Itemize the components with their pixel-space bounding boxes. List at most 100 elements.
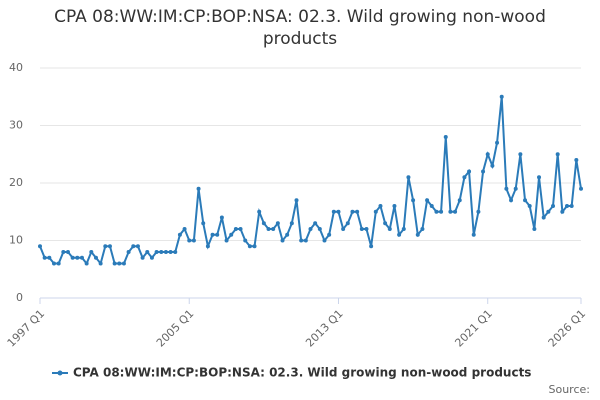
data-point [103,244,108,249]
data-point [387,227,392,231]
data-point [443,135,448,139]
data-point [289,221,294,226]
data-point [555,152,560,157]
data-point [75,255,80,260]
data-point [364,227,369,231]
data-point [93,255,98,260]
data-point [499,94,504,99]
data-point [434,209,439,214]
data-point [215,232,220,237]
data-point [107,244,112,249]
data-point [541,215,546,220]
data-point [490,163,495,168]
data-point [168,250,173,254]
data-point [238,227,243,231]
data-point [336,209,341,214]
data-point [401,227,406,231]
data-point [261,221,266,226]
data-point [182,227,187,231]
data-point [448,209,453,214]
data-point [457,198,462,203]
data-point [303,238,308,243]
data-point [117,261,122,266]
data-point [229,232,234,237]
data-point [532,227,537,231]
data-point [38,244,42,249]
data-point [51,261,56,266]
data-point [187,238,192,243]
data-point [191,238,196,243]
data-point [121,261,126,266]
data-point [513,186,518,191]
data-point [42,255,47,260]
data-point [308,227,313,231]
data-point [112,261,117,266]
data-point [425,198,430,203]
data-point [462,175,467,180]
data-point [177,232,182,237]
data-point [299,238,304,243]
data-point [257,209,262,214]
data-point [415,232,420,237]
data-point [383,221,388,226]
data-point [369,244,374,249]
data-point [294,198,299,203]
data-point [126,250,131,254]
data-point [527,204,532,208]
x-tick-label: 2021 Q1 [452,307,495,350]
data-point [569,204,574,208]
data-point [252,244,257,249]
data-point [331,209,336,214]
data-point [140,255,145,260]
data-point [523,198,528,203]
data-point [205,244,210,249]
data-point [313,221,318,226]
data-point [65,250,70,254]
data-point [196,186,201,191]
data-point [350,209,355,214]
y-tick-label: 30 [9,119,23,132]
data-point [537,175,542,180]
data-point [378,204,383,208]
x-tick-label: 2026 Q1 [546,307,589,350]
y-tick-label: 20 [9,176,23,189]
data-point [89,250,94,254]
y-tick-label: 10 [9,234,23,247]
data-point [467,169,472,174]
data-point [243,238,248,243]
data-point [327,232,332,237]
legend-marker [57,370,63,376]
data-point [79,255,84,260]
data-point [429,204,434,208]
data-point [56,261,61,266]
data-point [131,244,136,249]
data-point [163,250,168,254]
data-point [84,261,89,266]
data-point [495,140,500,145]
data-point [560,209,565,214]
data-point [210,232,215,237]
data-point [355,209,360,214]
data-point [341,227,346,231]
data-point [476,209,481,214]
data-point [285,232,290,237]
data-point [546,209,551,214]
x-tick-label: 2005 Q1 [154,307,197,350]
data-point [481,169,486,174]
source-label: Source: [549,383,591,396]
data-point [392,204,397,208]
data-point [322,238,327,243]
data-point [504,186,509,191]
data-point [275,221,280,226]
data-point [345,221,350,226]
legend-label: CPA 08:WW:IM:CP:BOP:NSA: 02.3. Wild grow… [73,366,531,380]
data-point [159,250,164,254]
data-point [471,232,476,237]
data-point [47,255,52,260]
data-point [149,255,154,260]
data-point [201,221,206,226]
data-point [565,204,570,208]
data-point [61,250,66,254]
